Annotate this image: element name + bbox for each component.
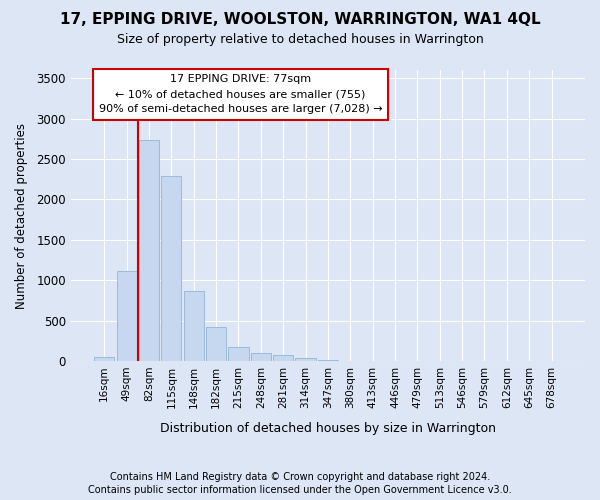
Bar (161, 176, 181, 361)
Bar (318, 360, 338, 361)
Text: Contains HM Land Registry data © Crown copyright and database right 2024.: Contains HM Land Registry data © Crown c… (110, 472, 490, 482)
Text: Size of property relative to detached houses in Warrington: Size of property relative to detached ho… (116, 32, 484, 46)
Bar (94, 357, 115, 361)
Text: Contains public sector information licensed under the Open Government Licence v3: Contains public sector information licen… (88, 485, 512, 495)
Bar (295, 358, 316, 361)
Bar (206, 327, 226, 361)
X-axis label: Distribution of detached houses by size in Warrington: Distribution of detached houses by size … (160, 422, 496, 435)
Text: 17, EPPING DRIVE, WOOLSTON, WARRINGTON, WA1 4QL: 17, EPPING DRIVE, WOOLSTON, WARRINGTON, … (59, 12, 541, 28)
Bar (251, 353, 271, 361)
Bar (184, 291, 204, 361)
Bar (139, 140, 159, 361)
Text: 17 EPPING DRIVE: 77sqm
← 10% of detached houses are smaller (755)
90% of semi-de: 17 EPPING DRIVE: 77sqm ← 10% of detached… (98, 74, 382, 114)
Bar (229, 347, 248, 361)
Y-axis label: Number of detached properties: Number of detached properties (15, 122, 28, 308)
Bar (116, 270, 137, 361)
Bar (273, 356, 293, 361)
